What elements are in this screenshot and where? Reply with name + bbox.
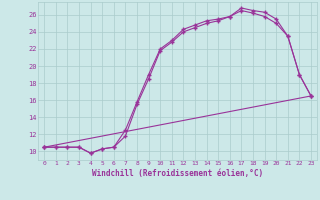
X-axis label: Windchill (Refroidissement éolien,°C): Windchill (Refroidissement éolien,°C)	[92, 169, 263, 178]
